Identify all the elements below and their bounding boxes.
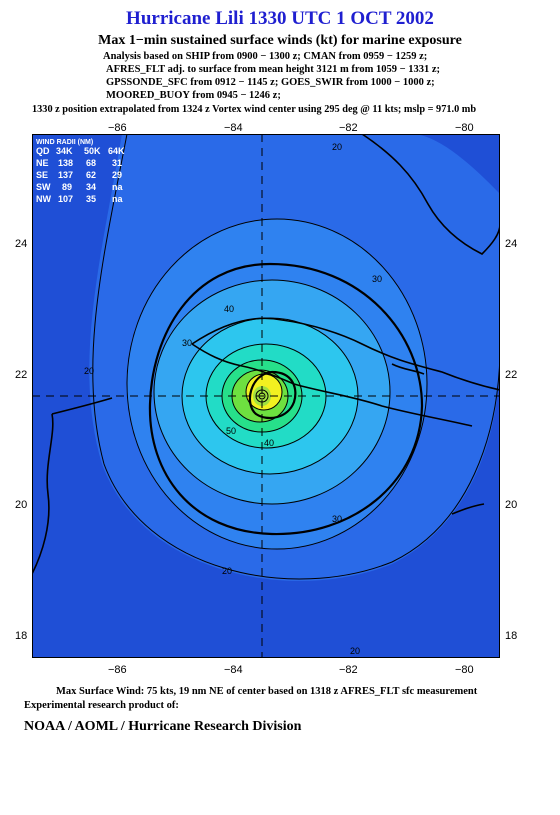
- organization-name: NOAA / AOML / Hurricane Research Divisio…: [24, 719, 302, 734]
- wind-radii-cell: NW: [36, 194, 51, 204]
- lon-tick-bottom-82: −82: [339, 664, 358, 676]
- lon-tick-top-82: −82: [339, 122, 358, 134]
- wind-radii-cell: SE: [36, 170, 48, 180]
- analysis-line-4: MOORED_BUOY from 0945 − 1246 z;: [106, 90, 281, 101]
- page-subtitle: Max 1−min sustained surface winds (kt) f…: [98, 33, 462, 48]
- wind-radii-col: 34K: [56, 146, 73, 156]
- analysis-line-3: GPSSONDE_SFC from 0912 − 1145 z; GOES_SW…: [106, 77, 435, 88]
- lon-tick-bottom-86: −86: [108, 664, 127, 676]
- analysis-line-2: AFRES_FLT adj. to surface from mean heig…: [106, 64, 440, 75]
- wind-radii-cell: NE: [36, 158, 49, 168]
- contour-label: 30: [372, 274, 382, 284]
- contour-label: 20: [350, 646, 360, 656]
- lat-tick-right-18: 18: [505, 630, 518, 642]
- experimental-note: Experimental research product of:: [24, 700, 179, 711]
- lat-tick-left-20: 20: [15, 499, 28, 511]
- wind-radii-cell: na: [112, 182, 123, 192]
- lat-tick-right-20: 20: [505, 499, 518, 511]
- contour-label: 50: [226, 426, 236, 436]
- wind-radii-cell: 138: [58, 158, 73, 168]
- wind-radii-cell: na: [112, 194, 123, 204]
- wind-radii-cell: 35: [86, 194, 96, 204]
- lat-tick-right-22: 22: [505, 369, 518, 381]
- lat-tick-left-18: 18: [15, 630, 28, 642]
- contour-label: 30: [182, 338, 192, 348]
- wind-radii-cell: 31: [112, 158, 122, 168]
- position-line: 1330 z position extrapolated from 1324 z…: [32, 104, 477, 115]
- page-title: Hurricane Lili 1330 UTC 1 OCT 2002: [126, 8, 434, 29]
- lat-tick-left-24: 24: [15, 238, 28, 250]
- contour-label: 40: [224, 304, 234, 314]
- lon-tick-top-84: −84: [224, 122, 243, 134]
- wind-radii-cell: 137: [58, 170, 73, 180]
- wind-radii-cell: 68: [86, 158, 96, 168]
- center-crosshair: [32, 134, 500, 658]
- coastlines: [32, 134, 500, 575]
- wind-radii-cell: 34: [86, 182, 96, 192]
- wind-radii-table: WIND RADII (NM) QD 34K 50K 64K NE 138 68…: [36, 139, 125, 204]
- contour-label: 20: [84, 366, 94, 376]
- wind-radii-col: 50K: [84, 146, 101, 156]
- wind-radii-cell: 62: [86, 170, 96, 180]
- map-frame: [32, 134, 500, 658]
- wind-radii-col: 64K: [108, 146, 125, 156]
- lat-tick-right-24: 24: [505, 238, 518, 250]
- wind-radii-cell: 89: [62, 182, 72, 192]
- wind-radii-title: WIND RADII (NM): [36, 139, 93, 146]
- lon-tick-bottom-80: −80: [455, 664, 474, 676]
- contour-label: 30: [332, 514, 342, 524]
- lon-tick-top-80: −80: [455, 122, 474, 134]
- contour-label: 40: [264, 438, 274, 448]
- lon-tick-top-86: −86: [108, 122, 127, 134]
- max-wind-note: Max Surface Wind: 75 kts, 19 nm NE of ce…: [56, 686, 478, 697]
- contour-label: 20: [222, 566, 232, 576]
- wind-field-svg: 20 30 40 50 20 30 40 30 20 20 WIND RADII…: [32, 134, 500, 658]
- wind-radii-cell: 29: [112, 170, 122, 180]
- wind-radii-col: QD: [36, 146, 50, 156]
- contour-label: 20: [332, 142, 342, 152]
- wind-radii-cell: SW: [36, 182, 51, 192]
- wind-radii-cell: 107: [58, 194, 73, 204]
- analysis-line-1: Analysis based on SHIP from 0900 − 1300 …: [103, 51, 428, 62]
- lon-tick-bottom-84: −84: [224, 664, 243, 676]
- wind-field-map[interactable]: 20 30 40 50 20 30 40 30 20 20 WIND RADII…: [32, 134, 500, 658]
- lat-tick-left-22: 22: [15, 369, 28, 381]
